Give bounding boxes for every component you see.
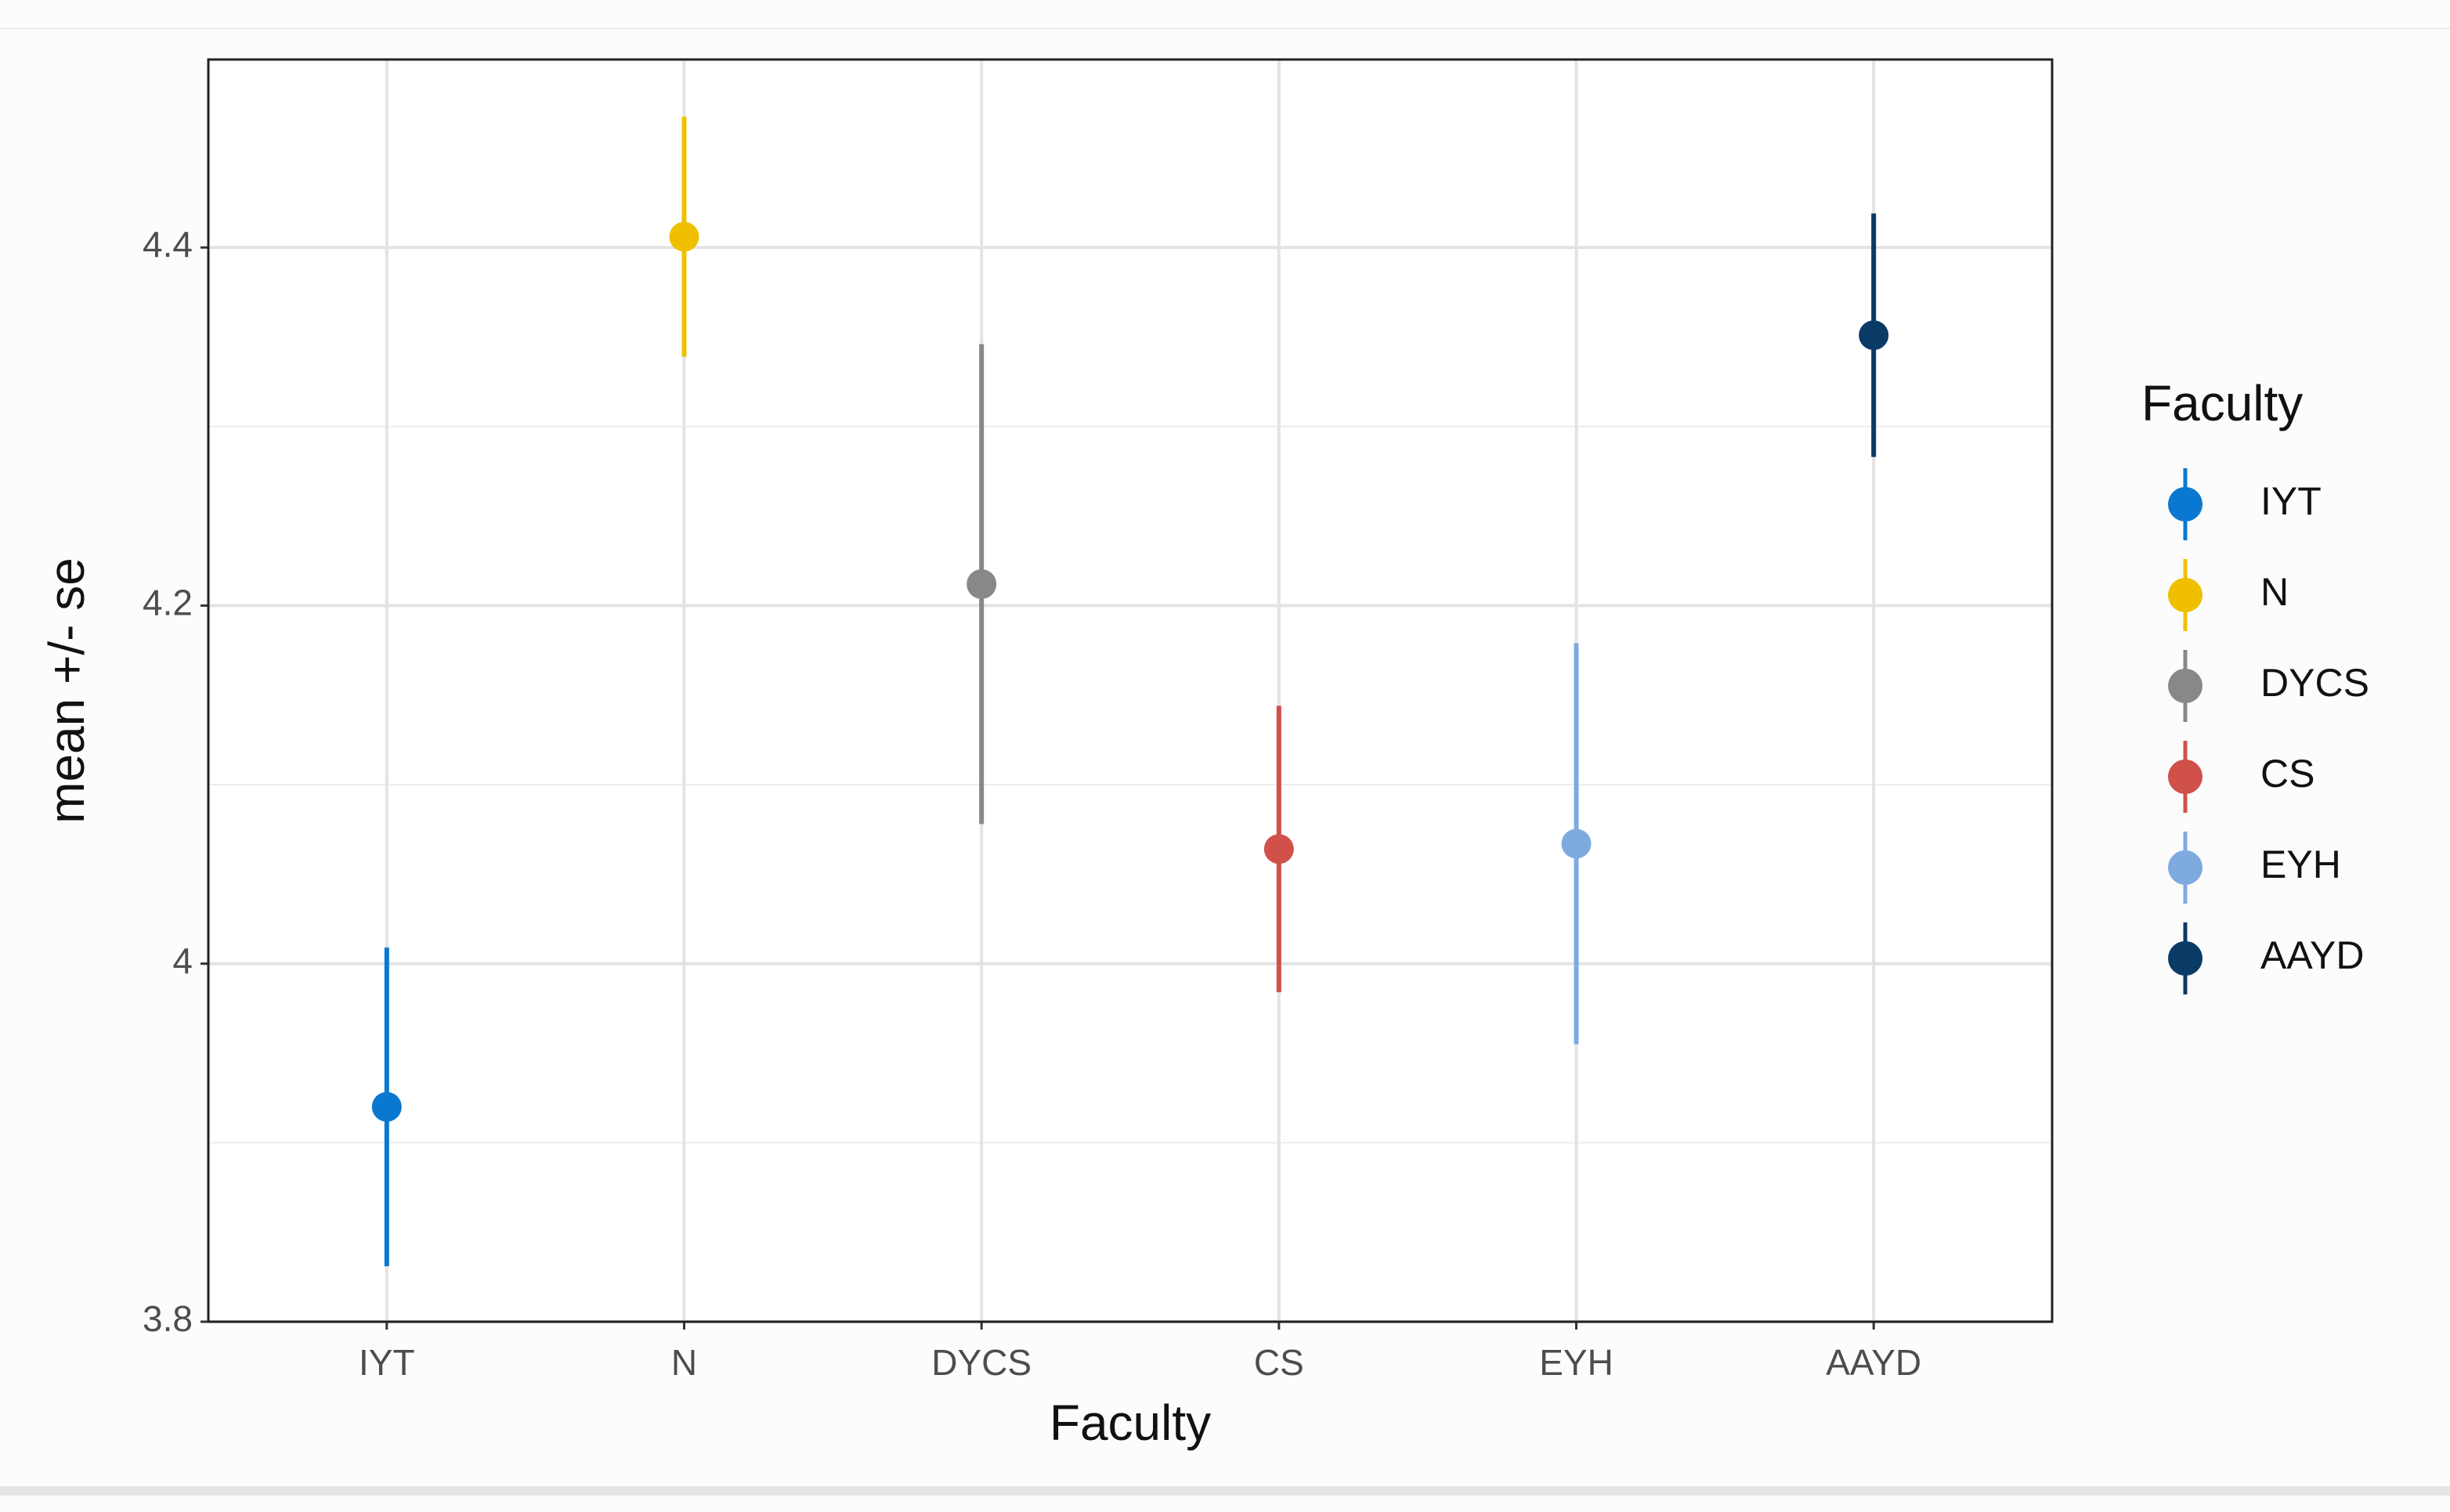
legend-key xyxy=(2168,941,2202,976)
x-tick-label: N xyxy=(671,1342,697,1383)
y-tick-label: 4.2 xyxy=(143,583,193,623)
point xyxy=(1561,828,1592,859)
point xyxy=(967,568,997,599)
point xyxy=(1859,320,1889,351)
x-tick-label: AAYD xyxy=(1826,1342,1921,1383)
legend-label: N xyxy=(2260,570,2289,614)
y-tick-label: 4.4 xyxy=(143,224,193,265)
y-tick-label: 3.8 xyxy=(143,1298,193,1339)
legend-label: EYH xyxy=(2260,843,2341,886)
y-tick-label: 4 xyxy=(172,940,193,981)
x-tick-label: CS xyxy=(1254,1342,1304,1383)
top-rule xyxy=(0,28,2450,29)
legend-key xyxy=(2168,669,2202,703)
legend-key xyxy=(2168,850,2202,885)
legend-label: AAYD xyxy=(2260,933,2364,977)
legend-key xyxy=(2168,578,2202,612)
legend-title: Faculty xyxy=(2141,375,2303,431)
y-axis-title: mean +/- se xyxy=(38,558,95,824)
panel-border xyxy=(207,58,2054,1323)
bottom-rule xyxy=(0,1486,2450,1496)
legend-label: CS xyxy=(2260,752,2314,796)
legend-key xyxy=(2168,760,2202,794)
point xyxy=(371,1092,402,1122)
x-tick-label: EYH xyxy=(1539,1342,1613,1383)
legend-label: DYCS xyxy=(2260,661,2369,705)
legend-key xyxy=(2168,487,2202,521)
x-tick-label: DYCS xyxy=(931,1342,1032,1383)
x-axis-title: Faculty xyxy=(1050,1395,1211,1451)
legend-label: IYT xyxy=(2260,479,2322,523)
point xyxy=(1263,834,1294,864)
panel xyxy=(208,60,2052,1322)
x-tick-label: IYT xyxy=(359,1342,415,1383)
point xyxy=(669,222,699,252)
